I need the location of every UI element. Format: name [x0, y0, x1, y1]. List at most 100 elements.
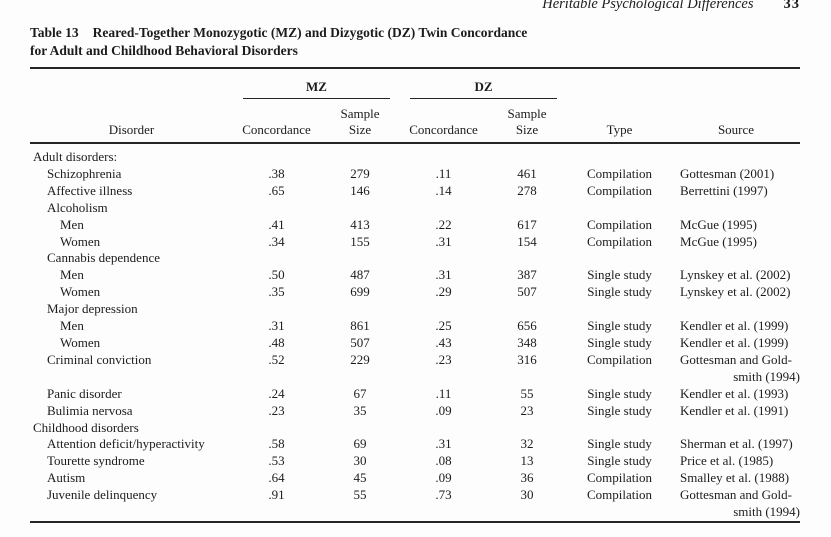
dz-sample-size-value: [487, 420, 567, 437]
table-row: Bulimia nervosa .23 35 .09 23 Single study Ken…: [30, 403, 800, 420]
source-value: Gottesman (2001): [672, 166, 800, 183]
spanner-spacer-disorder: [30, 68, 233, 99]
dz-concordance-value: .09: [435, 470, 452, 486]
mz-sample-size-value: 55: [353, 487, 367, 503]
source-line: Price et al. (1985): [680, 453, 774, 469]
table-title-part-1: Reared-Together Monozygotic (MZ) and Diz…: [92, 25, 528, 40]
source-line: Smalley et al. (1988): [680, 470, 790, 486]
spanner-mz-label: MZ: [243, 74, 391, 99]
mz-sample-size-value: [320, 420, 400, 437]
disorder-label: Bulimia nervosa: [47, 402, 133, 418]
study-type-value: Single study: [587, 436, 652, 452]
study-type-value: [567, 301, 672, 318]
table-row: Affective illness .65 146 .14 278 Compilation…: [30, 183, 800, 200]
disorder-label: Major depression: [47, 301, 138, 317]
dz-sample-size-value: 348: [517, 334, 537, 350]
mz-sample-size-value: 487: [350, 267, 370, 283]
column-header-type: Type: [606, 122, 633, 137]
source-value: McGue (1995): [672, 234, 800, 251]
mz-concordance-value: [233, 250, 320, 267]
spanner-mz: MZ: [233, 68, 400, 99]
study-type-value: Compilation: [587, 470, 653, 486]
dz-sample-size-value: 387: [517, 267, 537, 283]
source-value: Smalley et al. (1988): [672, 470, 800, 487]
caption-line-1: Table 13 Reared-Together Monozygotic (MZ)…: [30, 24, 800, 42]
mz-concordance-value: [233, 200, 320, 217]
table-row: Tourette syndrome .53 30 .08 13 Single study P…: [30, 453, 800, 470]
twin-concordance-table: MZ DZ Disorder Concordance Sample Size C…: [30, 67, 801, 523]
dz-concordance-value: .31: [435, 436, 452, 452]
dz-concordance-value: .23: [435, 351, 452, 367]
disorder-label: Autism: [47, 470, 86, 486]
source-line: Berrettini (1997): [680, 182, 768, 198]
dz-sample-size-value: 30: [520, 487, 534, 503]
mz-concordance-value: .34: [268, 233, 285, 249]
source-value: Lynskey et al. (2002): [672, 267, 800, 284]
source-line: Kendler et al. (1993): [680, 385, 789, 401]
disorder-label: Men: [60, 216, 84, 232]
dz-concordance-value: .11: [435, 165, 452, 181]
source-line: Kendler et al. (1999): [680, 334, 789, 350]
spanner-spacer-source: [672, 68, 800, 99]
source-value: [672, 420, 800, 437]
mz-sample-size-value: 69: [353, 436, 367, 452]
study-type-value: [567, 250, 672, 267]
table-row: Women .48 507 .43 348 Single study Kendler et …: [30, 335, 800, 352]
study-type-value: Single study: [587, 385, 652, 401]
section-label-row: Major depression: [30, 301, 800, 318]
mz-concordance-value: .48: [268, 334, 285, 350]
section-label-row: Childhood disorders: [30, 420, 800, 437]
dz-sample-size-value: 461: [517, 165, 537, 181]
study-type-value: [567, 200, 672, 217]
table-number-label: Table 13: [30, 25, 79, 40]
source-continuation-line: smith (1994): [733, 368, 801, 384]
study-type-value: Single study: [587, 284, 652, 300]
source-line: Sherman et al. (1997): [680, 436, 793, 452]
mz-concordance-value: .41: [268, 216, 285, 232]
column-header-disorder: Disorder: [108, 122, 155, 137]
mz-concordance-value: .64: [268, 470, 285, 486]
spanner-dz: DZ: [400, 68, 567, 99]
mz-concordance-value: .24: [268, 385, 285, 401]
source-line: Lynskey et al. (2002): [680, 284, 791, 300]
mz-sample-size-value: 45: [353, 470, 367, 486]
mz-sample-size-value: 413: [350, 216, 370, 232]
dz-sample-size-value: 55: [520, 385, 534, 401]
source-value: Price et al. (1985): [672, 453, 800, 470]
source-line: McGue (1995): [680, 233, 757, 249]
mz-concordance-value: .31: [268, 318, 285, 334]
source-value: McGue (1995): [672, 217, 800, 234]
mz-concordance-value: .23: [268, 402, 285, 418]
disorder-label: Criminal conviction: [47, 351, 152, 367]
mz-concordance-value: .38: [268, 165, 285, 181]
study-type-value: Single study: [587, 453, 652, 469]
study-type-value: [567, 143, 672, 166]
table-row: Men .50 487 .31 387 Single study Lynskey et al…: [30, 267, 800, 284]
study-type-value: Single study: [587, 402, 652, 418]
source-value: Kendler et al. (1999): [672, 318, 800, 335]
mz-concordance-value: [233, 420, 320, 437]
study-type-value: Compilation: [587, 182, 653, 198]
section-label-row: Alcoholism: [30, 200, 800, 217]
table-row: Men .41 413 .22 617 Compilation McGue (1995): [30, 217, 800, 234]
disorder-label: Women: [60, 334, 101, 350]
dz-concordance-value: .11: [435, 385, 452, 401]
mz-sample-size-value: [320, 200, 400, 217]
dz-concordance-value: .22: [435, 216, 452, 232]
dz-concordance-value: [400, 143, 487, 166]
table-row: Juvenile delinquency .91 55 .73 30 Compilatio…: [30, 487, 800, 522]
disorder-label: Women: [60, 233, 101, 249]
disorder-label: Childhood disorders: [33, 419, 139, 435]
mz-sample-size-value: 507: [350, 334, 370, 350]
source-value: Kendler et al. (1991): [672, 403, 800, 420]
column-header-concordance-mz: Concordance: [242, 122, 311, 137]
dz-sample-size-value: 278: [517, 182, 537, 198]
table-caption: Table 13 Reared-Together Monozygotic (MZ)…: [30, 24, 800, 60]
study-type-value: Compilation: [587, 487, 653, 503]
dz-concordance-value: [400, 200, 487, 217]
mz-sample-size-value: 861: [350, 318, 370, 334]
table-row: Criminal conviction .52 229 .23 316 Compilati…: [30, 352, 800, 386]
column-header-sample-size-dz: Sample Size: [507, 106, 547, 137]
dz-concordance-value: [400, 250, 487, 267]
table-row: Women .34 155 .31 154 Compilation McGue (1995): [30, 234, 800, 251]
